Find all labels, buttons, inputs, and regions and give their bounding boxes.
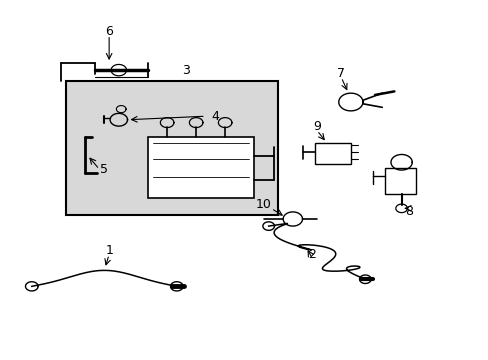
Text: 2: 2	[307, 248, 315, 261]
Text: 3: 3	[182, 64, 190, 77]
Text: 5: 5	[100, 163, 108, 176]
Text: 9: 9	[312, 120, 320, 133]
Bar	[384, 168, 415, 194]
Bar	[147, 138, 254, 198]
Text: 4: 4	[211, 110, 219, 123]
Bar	[314, 143, 350, 164]
Text: 7: 7	[337, 67, 345, 80]
Text: 8: 8	[404, 206, 412, 219]
Text: 1: 1	[105, 244, 113, 257]
Text: 6: 6	[105, 24, 113, 38]
Text: 10: 10	[255, 198, 271, 211]
Bar	[65, 81, 278, 215]
